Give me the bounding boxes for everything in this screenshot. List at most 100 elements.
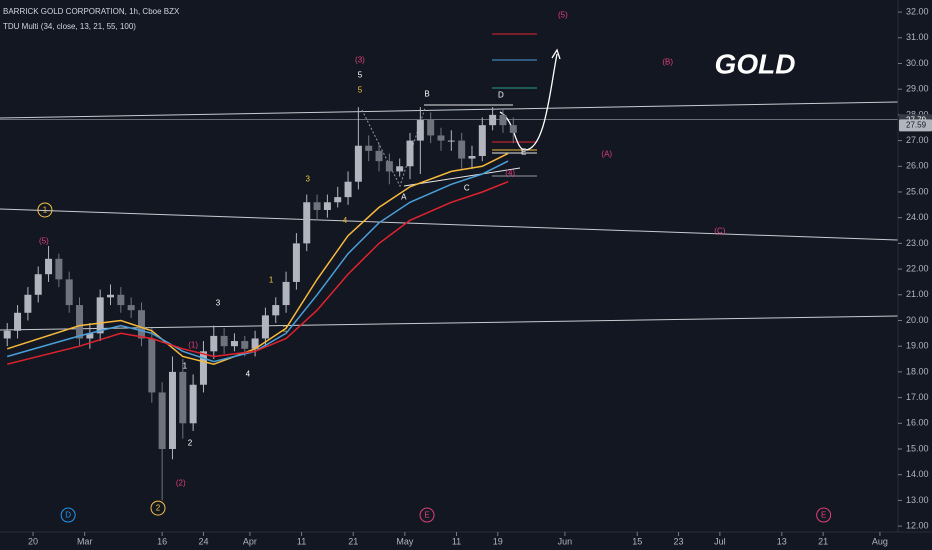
wave-circle xyxy=(816,507,832,523)
candle-body xyxy=(158,392,166,449)
wave-label: 2 xyxy=(156,504,161,513)
candle-body xyxy=(96,297,104,334)
y-tick-label: 16.00 xyxy=(906,418,929,428)
candle-body xyxy=(365,145,373,151)
candle-body xyxy=(313,202,321,210)
y-tick-label: 29.00 xyxy=(906,84,929,94)
candle-body xyxy=(478,125,486,157)
y-tick-label: 20.00 xyxy=(906,315,929,325)
y-tick-label: 31.00 xyxy=(906,32,929,42)
wave-label: (B) xyxy=(662,58,673,67)
candle-body xyxy=(55,258,63,280)
moving-average xyxy=(7,181,509,365)
wave-label: B xyxy=(424,90,429,99)
wave-label: E xyxy=(424,511,429,520)
x-tick-label: 20 xyxy=(28,536,38,546)
x-tick-label: 21 xyxy=(818,536,828,546)
wave-circle xyxy=(60,507,76,523)
x-tick-label: May xyxy=(396,536,414,546)
x-tick-label: 24 xyxy=(198,536,208,546)
x-tick-label: 23 xyxy=(674,536,684,546)
trend-line xyxy=(0,101,899,119)
y-tick-label: 23.00 xyxy=(906,238,929,248)
candle-body xyxy=(344,181,352,198)
candle-body xyxy=(385,161,393,172)
price-tag xyxy=(899,119,932,132)
x-tick-label: 11 xyxy=(452,536,461,546)
wave-guide xyxy=(361,107,426,188)
y-tick-label: 13.00 xyxy=(906,495,929,505)
candle-body xyxy=(14,312,22,331)
candle-body xyxy=(334,197,342,203)
candle-body xyxy=(230,341,238,347)
candle-body xyxy=(354,145,362,182)
y-tick-label: 26.00 xyxy=(906,161,929,171)
candle-body xyxy=(282,281,290,306)
candle-body xyxy=(406,140,414,167)
y-tick-label: 22.00 xyxy=(906,263,929,273)
wave-label: D xyxy=(498,91,504,100)
candle-body xyxy=(458,140,466,159)
y-tick-label: 28.00 xyxy=(906,109,929,119)
candle-body xyxy=(127,305,135,311)
wave-label: 1 xyxy=(269,276,274,285)
wave-label: 1 xyxy=(43,206,48,215)
candle-body xyxy=(24,294,32,313)
wave-label: (1) xyxy=(188,341,198,350)
y-tick-label: 25.00 xyxy=(906,186,929,196)
candle-body xyxy=(148,338,156,393)
plot: (5) 1 D 2 (2) 2 1 (1) 3 4 1 2 3 4 (3) 5 5 A B E C D (4) E (5) (A)… xyxy=(3,11,832,523)
wave-label: 5 xyxy=(358,86,363,95)
candle-body xyxy=(168,371,176,449)
candle-body xyxy=(447,140,455,142)
x-tick-label: 19 xyxy=(493,536,503,546)
trend-line xyxy=(403,167,521,187)
candle-body xyxy=(292,243,300,282)
wave-label: (5) xyxy=(39,236,49,245)
y-tick-label: 27.00 xyxy=(906,135,929,145)
candle-body xyxy=(427,120,435,136)
wave-label: A xyxy=(401,193,407,202)
candle-body xyxy=(107,294,115,298)
wave-label: 2 xyxy=(188,439,193,448)
y-tick-label: 12.00 xyxy=(906,520,929,530)
wave-circle xyxy=(37,202,53,218)
candle-body xyxy=(189,384,197,424)
candle-body xyxy=(210,335,218,352)
chart-header: BARRICK GOLD CORPORATION, 1h, Cboe BZX xyxy=(3,7,180,16)
wave-label: (C) xyxy=(714,227,725,236)
candle-body xyxy=(261,315,269,339)
price-axis xyxy=(898,0,932,550)
x-tick-label: Jul xyxy=(714,536,726,546)
wave-label: 3 xyxy=(216,299,221,308)
candle-body xyxy=(179,371,187,424)
wave-label: C xyxy=(464,183,470,192)
y-tick-label: 17.00 xyxy=(906,392,929,402)
wave-label: 5 xyxy=(358,71,363,80)
candle-body xyxy=(251,338,259,349)
price-tag-label: 27.59 xyxy=(906,121,927,130)
x-tick-label: Jun xyxy=(558,536,573,546)
candle-body xyxy=(34,274,42,295)
candle-body xyxy=(396,166,404,172)
moving-average xyxy=(6,152,509,365)
wave-label: (5) xyxy=(558,11,568,20)
candle-body xyxy=(489,114,497,126)
candle-body xyxy=(468,156,476,159)
candle-body xyxy=(45,258,53,275)
candle-body xyxy=(220,335,228,347)
wave-label: (3) xyxy=(355,55,365,64)
wave-circle xyxy=(419,507,435,523)
y-tick-label: 30.00 xyxy=(906,58,929,68)
y-tick-label: 19.00 xyxy=(906,341,929,351)
wave-label: 2 xyxy=(283,325,288,334)
arrow-head xyxy=(551,48,561,60)
x-tick-label: Aug xyxy=(872,536,888,546)
wave-label: E xyxy=(821,511,826,520)
trend-line xyxy=(0,315,899,331)
wave-label: 4 xyxy=(343,216,348,225)
candle-body xyxy=(65,279,73,306)
